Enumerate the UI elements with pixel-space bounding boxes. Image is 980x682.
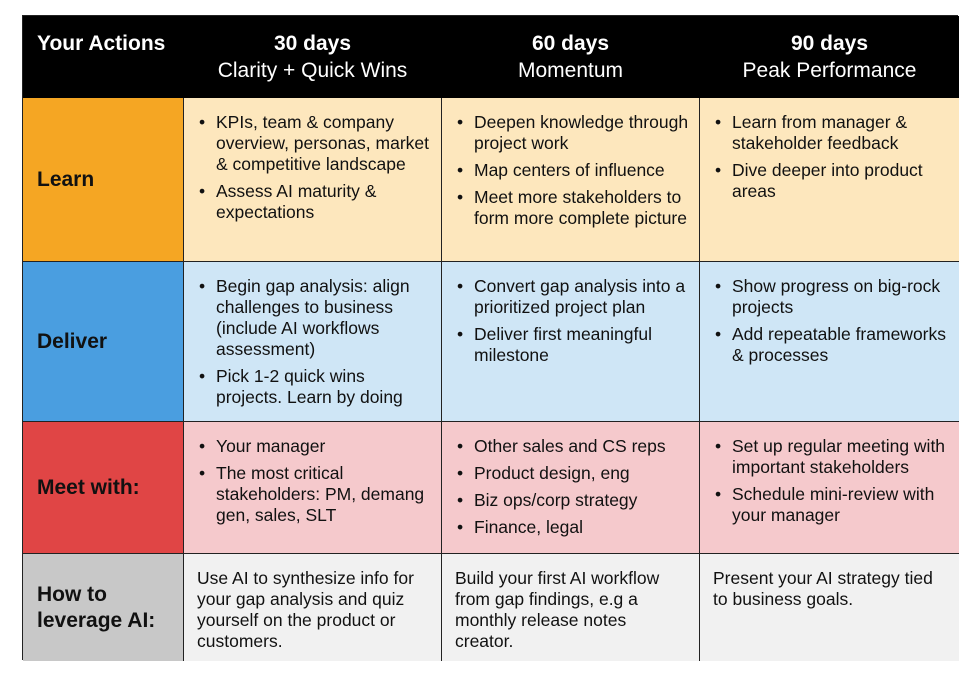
- list-item: Map centers of influence: [457, 160, 691, 181]
- learn-30-cell: KPIs, team & company overview, personas,…: [184, 98, 442, 262]
- header-days-label: 60 days: [531, 32, 610, 55]
- ai-60-cell: Build your first AI workflow from gap fi…: [442, 554, 700, 661]
- header-30-days: 30 days Clarity + Quick Wins: [184, 16, 442, 98]
- header-theme-label: Peak Performance: [742, 59, 917, 82]
- list-item: Show progress on big-rock projects: [715, 276, 951, 318]
- list-item: Set up regular meeting with important st…: [715, 436, 951, 478]
- header-60-days: 60 days Momentum: [442, 16, 700, 98]
- ai-60-text: Build your first AI workflow from gap fi…: [455, 568, 660, 651]
- meet-30-cell: Your manager The most critical stakehold…: [184, 422, 442, 554]
- header-theme-label: Momentum: [517, 59, 624, 82]
- meet-90-cell: Set up regular meeting with important st…: [700, 422, 959, 554]
- row-label-deliver: Deliver: [23, 262, 184, 422]
- list-item: Pick 1-2 quick wins projects. Learn by d…: [199, 366, 433, 408]
- ai-90-text: Present your AI strategy tied to busines…: [713, 568, 933, 609]
- list-item: Dive deeper into product areas: [715, 160, 951, 202]
- list-item: Finance, legal: [457, 517, 691, 538]
- deliver-60-cell: Convert gap analysis into a prioritized …: [442, 262, 700, 422]
- list-item: Meet more stakeholders to form more comp…: [457, 187, 691, 229]
- meet-60-cell: Other sales and CS reps Product design, …: [442, 422, 700, 554]
- list-item: Assess AI maturity & expectations: [199, 181, 433, 223]
- list-item: Add repeatable frameworks & processes: [715, 324, 951, 366]
- list-item: Begin gap analysis: align challenges to …: [199, 276, 433, 360]
- list-item: Product design, eng: [457, 463, 691, 484]
- list-item: Other sales and CS reps: [457, 436, 691, 457]
- list-item: Learn from manager & stakeholder feedbac…: [715, 112, 951, 154]
- header-days-label: 30 days: [273, 32, 352, 55]
- ai-30-text: Use AI to synthesize info for your gap a…: [197, 568, 414, 651]
- row-label-meet-with: Meet with:: [23, 422, 184, 554]
- deliver-90-cell: Show progress on big-rock projects Add r…: [700, 262, 959, 422]
- deliver-30-cell: Begin gap analysis: align challenges to …: [184, 262, 442, 422]
- header-90-days: 90 days Peak Performance: [700, 16, 959, 98]
- list-item: Deliver first meaningful milestone: [457, 324, 691, 366]
- action-plan-table: Your Actions 30 days Clarity + Quick Win…: [22, 15, 959, 661]
- row-label-leverage-ai: How to leverage AI:: [23, 554, 184, 661]
- header-days-label: 90 days: [790, 32, 869, 55]
- list-item: The most critical stakeholders: PM, dema…: [199, 463, 433, 526]
- header-theme-label: Clarity + Quick Wins: [217, 59, 408, 82]
- list-item: Biz ops/corp strategy: [457, 490, 691, 511]
- learn-90-cell: Learn from manager & stakeholder feedbac…: [700, 98, 959, 262]
- ai-90-cell: Present your AI strategy tied to busines…: [700, 554, 959, 661]
- list-item: Deepen knowledge through project work: [457, 112, 691, 154]
- list-item: KPIs, team & company overview, personas,…: [199, 112, 433, 175]
- list-item: Schedule mini-review with your manager: [715, 484, 951, 526]
- list-item: Convert gap analysis into a prioritized …: [457, 276, 691, 318]
- list-item: Your manager: [199, 436, 433, 457]
- header-row-title: Your Actions: [23, 16, 184, 98]
- learn-60-cell: Deepen knowledge through project work Ma…: [442, 98, 700, 262]
- ai-30-cell: Use AI to synthesize info for your gap a…: [184, 554, 442, 661]
- row-label-learn: Learn: [23, 98, 184, 262]
